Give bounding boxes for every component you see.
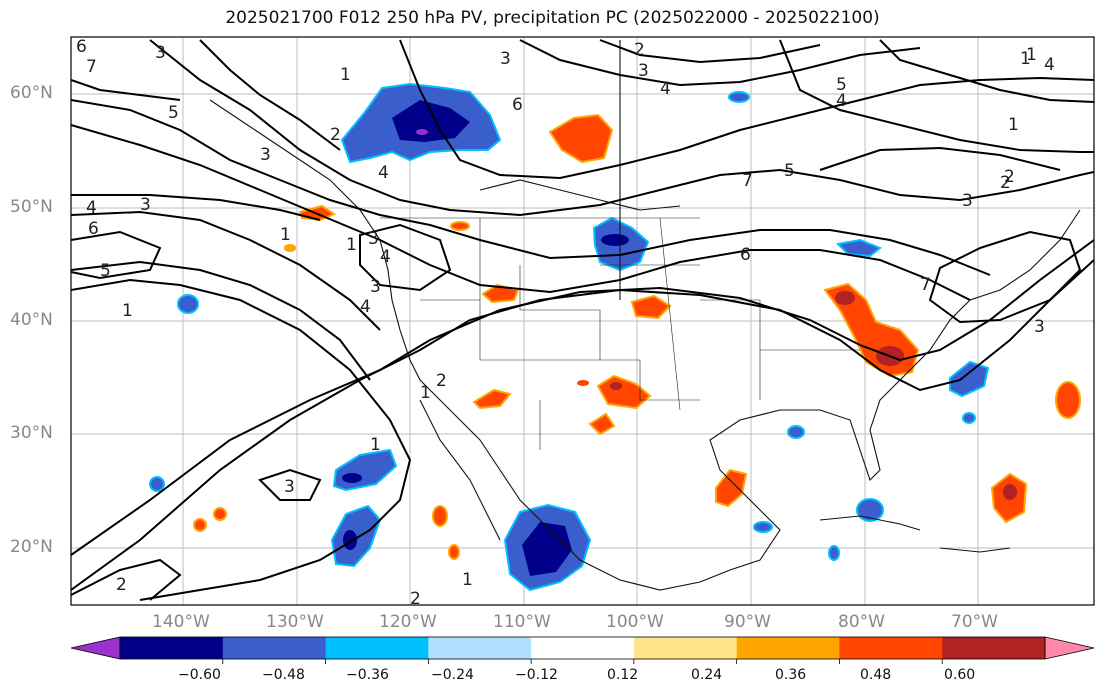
lon-label: 110°W [493, 612, 551, 632]
contour-label: 1 [1020, 49, 1031, 69]
colorbar-tick-label: 0.24 [691, 667, 723, 683]
colorbar-segment [839, 637, 943, 659]
contour-label: 5 [168, 103, 179, 123]
colorbar-tick-label: −0.36 [346, 667, 389, 683]
contour-label: 3 [155, 43, 166, 63]
contour-label: 3 [962, 191, 973, 211]
contour-label: 1 [462, 570, 473, 590]
colorbar-segment [942, 637, 1046, 659]
contour-label: 3 [500, 49, 511, 69]
lon-label: 100°W [606, 612, 664, 632]
contour-label: 4 [360, 297, 371, 317]
contour-label: 4 [836, 91, 847, 111]
lon-label: 130°W [266, 612, 324, 632]
lon-label: 120°W [379, 612, 437, 632]
contour-label: 1 [370, 435, 381, 455]
lon-label: 140°W [152, 612, 210, 632]
contour-label: 2 [634, 40, 645, 60]
contour-label: 3 [638, 61, 649, 81]
lat-label: 50°N [10, 197, 53, 217]
precip-negative-areas [149, 82, 990, 592]
contour-label: 2 [1004, 167, 1015, 187]
contour-label: 5 [100, 261, 111, 281]
contour-label: 7 [920, 275, 931, 295]
lat-label: 30°N [10, 423, 53, 443]
colorbar-segment [428, 637, 532, 659]
colorbar-tick-label: 0.36 [775, 667, 807, 683]
lon-label: 90°W [724, 612, 771, 632]
contour-label: 1 [1008, 115, 1019, 135]
contour-label: 5 [784, 161, 795, 181]
contour-label: 2 [1000, 173, 1011, 193]
contour-label: 4 [1044, 55, 1055, 75]
state-borders [380, 217, 860, 450]
contour-labels: 6 7 5 4 3 1 5 4 3 2 1 1 4 5 4 3 1 2 3 4 … [76, 37, 1055, 609]
colorbar-segment [325, 637, 429, 659]
contour-label: 7 [86, 57, 97, 77]
contour-label: 4 [660, 79, 671, 99]
lon-label: 80°W [838, 612, 885, 632]
contour-label: 3 [284, 477, 295, 497]
contour-label: 3 [370, 277, 381, 297]
map-frame [70, 36, 1095, 606]
colorbar-tick-label: −0.24 [431, 667, 474, 683]
colorbar-segment [633, 637, 738, 659]
contour-label: 4 [380, 247, 391, 267]
colorbar-tick-label: −0.48 [262, 667, 305, 683]
contour-label: 6 [76, 37, 87, 57]
contour-label: 2 [436, 371, 447, 391]
map-title: 2025021700 F012 250 hPa PV, precipitatio… [225, 8, 880, 28]
contour-label: 1 [280, 225, 291, 245]
colorbar-tick-label: 0.12 [607, 667, 639, 683]
contour-label: 1 [420, 383, 431, 403]
colorbar-frame [119, 636, 1046, 660]
lat-label: 60°N [10, 83, 53, 103]
contour-label: 3 [260, 145, 271, 165]
colorbar-extend-max [1044, 636, 1095, 660]
colorbar-segment [120, 637, 224, 659]
contour-label: 2 [116, 575, 127, 595]
colorbar-extend-min [70, 636, 121, 660]
precip-positive-areas [193, 113, 1081, 560]
contour-label: 2 [410, 589, 421, 609]
contour-label: 5 [836, 75, 847, 95]
pv-contours [71, 39, 1094, 601]
colorbar-tick-label: 0.60 [944, 667, 976, 683]
coastlines [209, 40, 1081, 591]
colorbar-tick-label: −0.60 [178, 667, 221, 683]
contour-label: 6 [88, 219, 99, 239]
lon-label: 70°W [951, 612, 998, 632]
contour-label: 6 [512, 95, 523, 115]
colorbar-tick-label: 0.48 [860, 667, 892, 683]
contour-label: 1 [1026, 45, 1037, 65]
contour-label: 3 [368, 229, 379, 249]
contour-label: 6 [740, 245, 751, 265]
lat-label: 40°N [10, 310, 53, 330]
colorbar-segment [222, 637, 327, 659]
contour-label: 1 [122, 301, 133, 321]
contour-label: 7 [742, 171, 753, 191]
colorbar-segment [531, 637, 635, 659]
contour-label: 3 [140, 195, 151, 215]
colorbar-tick-label: −0.12 [515, 667, 558, 683]
contour-label: 1 [346, 235, 357, 255]
contour-label: 1 [340, 65, 351, 85]
contour-label: 3 [1034, 317, 1045, 337]
lat-label: 20°N [10, 537, 53, 557]
contour-label: 4 [378, 163, 389, 183]
contour-label: 2 [330, 125, 341, 145]
colorbar-segment [736, 637, 840, 659]
contour-label: 4 [86, 198, 97, 218]
colorbar [70, 636, 1095, 664]
